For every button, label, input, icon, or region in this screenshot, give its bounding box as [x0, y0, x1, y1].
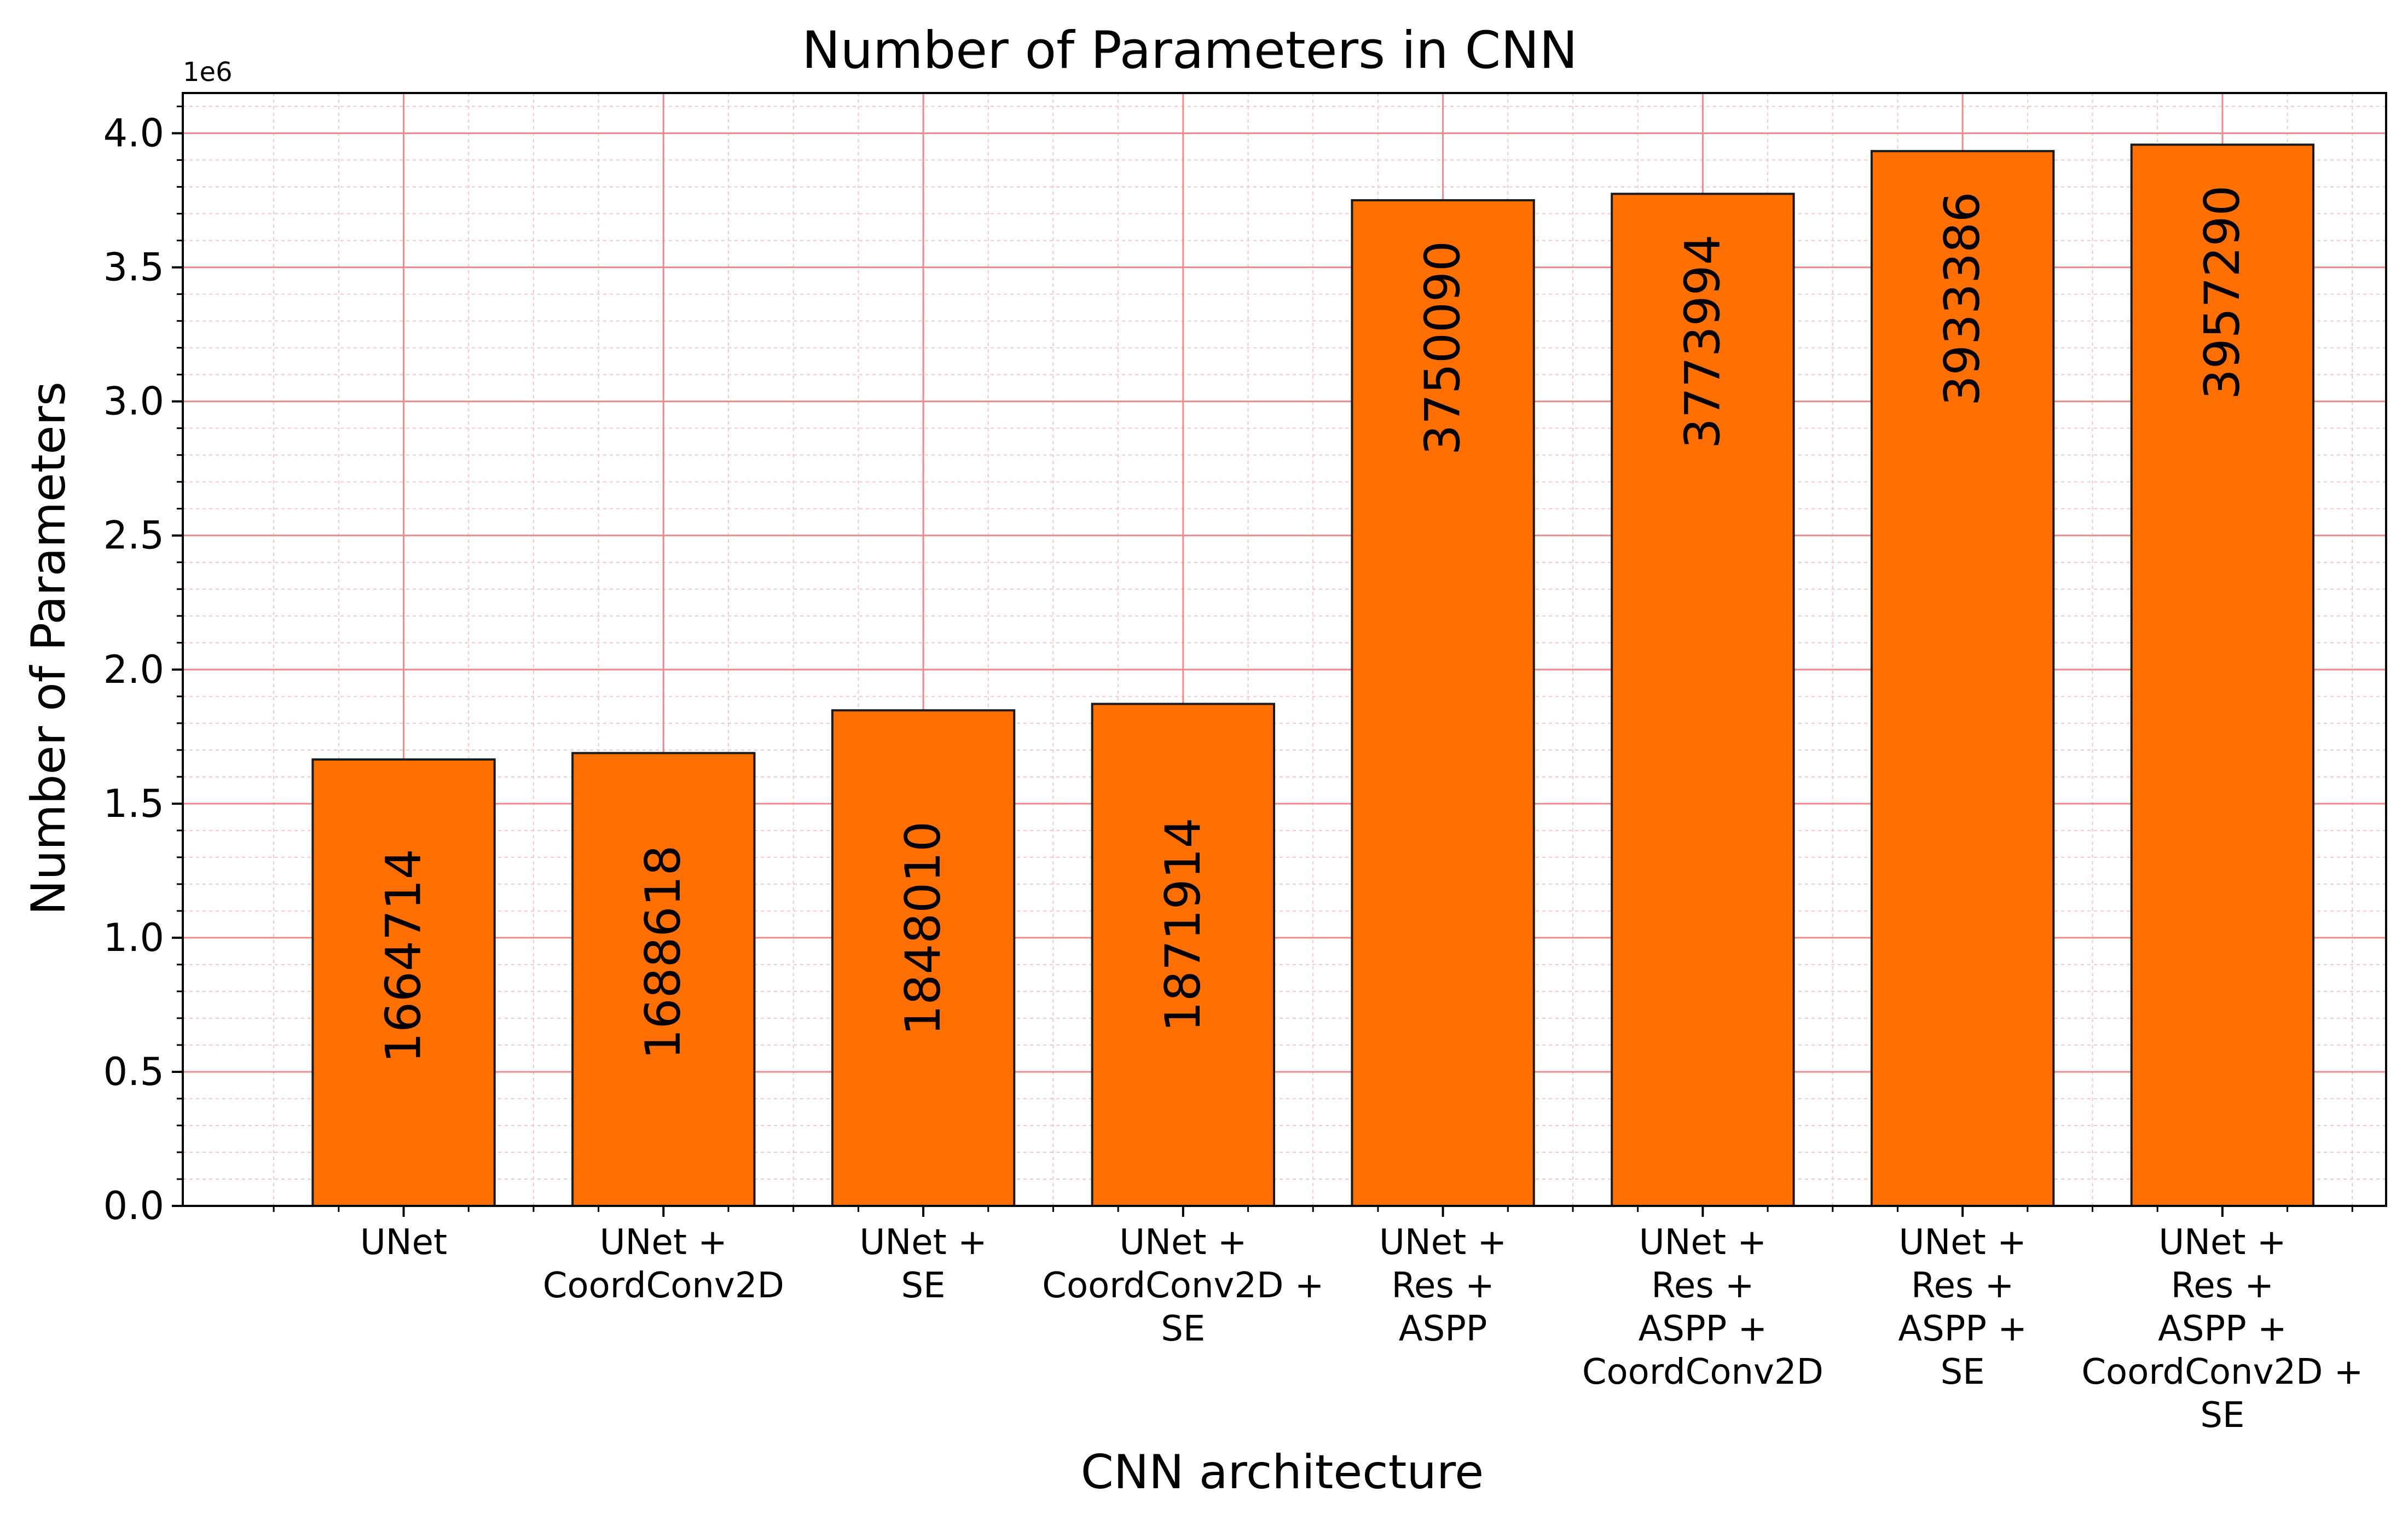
x-tick-label: ASPP + — [1639, 1309, 1768, 1349]
y-tick-label: 0.5 — [103, 1049, 164, 1094]
bar — [831, 709, 1016, 1207]
bar-value-label: 3750090 — [1415, 241, 1471, 455]
bar — [1091, 703, 1276, 1207]
y-axis-offset-label: 1e6 — [183, 57, 233, 88]
bar-value-label: 1688618 — [635, 845, 691, 1060]
y-axis-label: Number of Parameters — [21, 381, 76, 915]
x-tick-label: CoordConv2D + — [1042, 1266, 1324, 1306]
bar — [2130, 143, 2315, 1207]
y-axis: 0.0 0.5 1.0 1.5 2.0 2.5 3.0 3.5 4.0 — [103, 106, 183, 1228]
y-tick-label: 0.0 — [103, 1183, 164, 1228]
x-tick-label: UNet + — [1119, 1222, 1247, 1263]
bar-value-label: 3957290 — [2194, 185, 2250, 399]
bar-value-label: 1664714 — [375, 849, 431, 1063]
y-tick-label: 2.0 — [103, 647, 164, 692]
x-tick-label: UNet + — [859, 1222, 987, 1263]
x-tick-label: SE — [2200, 1395, 2244, 1436]
x-tick-label: UNet — [360, 1222, 447, 1263]
y-tick-label: 3.5 — [103, 245, 164, 290]
x-tick-label: UNet + — [600, 1222, 727, 1263]
minor-grid — [183, 93, 2386, 1206]
y-tick-label: 3.0 — [103, 379, 164, 424]
bar — [1611, 193, 1795, 1208]
major-grid — [183, 93, 2386, 1207]
x-tick-label: CoordConv2D + — [2081, 1352, 2363, 1392]
x-tick-label: ASPP + — [1898, 1309, 2027, 1349]
x-tick-label: SE — [1161, 1309, 1205, 1349]
bar-value-label: 1848010 — [895, 821, 951, 1036]
bar-value-label: 3933386 — [1934, 192, 1990, 406]
chart-title: Number of Parameters in CNN — [802, 21, 1578, 80]
x-tick-label: UNet + — [1639, 1222, 1767, 1263]
bar-labels-group: 1664714 1688618 1848010 1871914 3750090 37739… — [375, 185, 2250, 1063]
x-tick-label: Res + — [1651, 1266, 1754, 1306]
x-tick-label: Res + — [1391, 1266, 1494, 1306]
x-tick-label: CoordConv2D — [543, 1266, 784, 1306]
bar — [571, 752, 756, 1208]
x-tick-label: CoordConv2D — [1582, 1352, 1824, 1392]
y-tick-label: 1.5 — [103, 781, 164, 826]
x-tick-label: Res + — [1911, 1266, 2014, 1306]
x-tick-label: UNet + — [1379, 1222, 1507, 1263]
bar-value-label: 1871914 — [1155, 817, 1211, 1032]
x-axis-label: CNN architecture — [1081, 1445, 1484, 1500]
x-tick-label: Res + — [2171, 1266, 2274, 1306]
y-tick-label: 2.5 — [103, 513, 164, 558]
bars-group — [311, 143, 2315, 1208]
x-tick-label: UNet + — [2158, 1222, 2286, 1263]
y-tick-label: 4.0 — [103, 111, 164, 156]
x-tick-label: SE — [1941, 1352, 1985, 1392]
y-tick-label: 1.0 — [103, 915, 164, 960]
plot-frame — [182, 92, 2387, 1207]
bar — [1870, 150, 2055, 1207]
x-tick-label: UNet + — [1899, 1222, 2027, 1263]
x-tick-label: ASPP + — [2158, 1309, 2287, 1349]
bar-value-label: 3773994 — [1674, 234, 1730, 449]
x-tick-label: SE — [901, 1266, 946, 1306]
bar — [1351, 199, 1535, 1208]
x-tick-label: ASPP — [1399, 1309, 1487, 1349]
